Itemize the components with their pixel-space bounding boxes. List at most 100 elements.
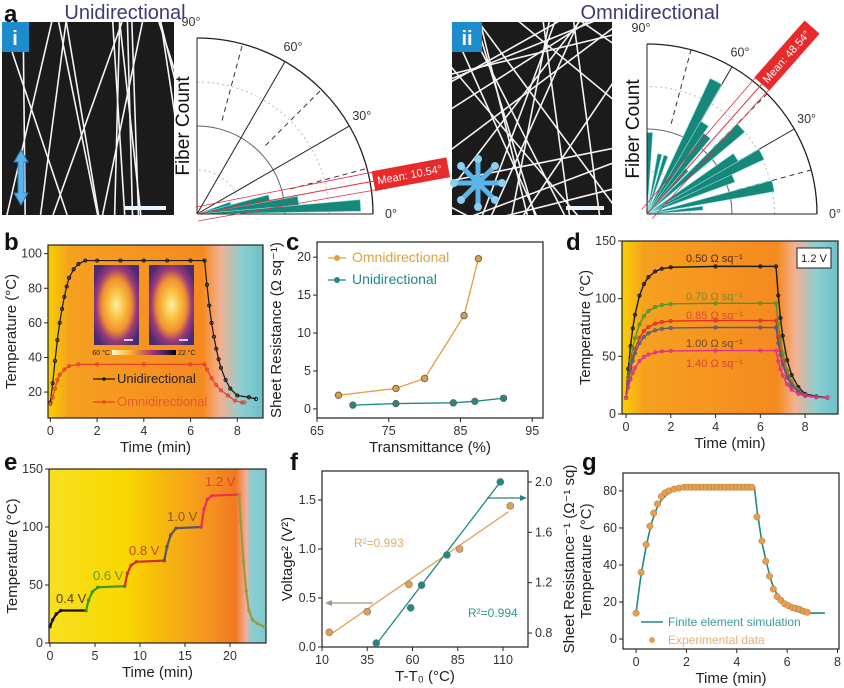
fiber [158, 22, 174, 71]
fiber [452, 22, 595, 80]
y-tick-label: 100 [21, 247, 42, 261]
data-point [653, 350, 658, 355]
data-point [204, 282, 210, 287]
y-tick-label: 10 [297, 326, 311, 340]
data-point [214, 346, 219, 351]
title-omnidirectional: Omnidirectional [581, 2, 720, 24]
data-point [134, 560, 139, 564]
fiber [57, 22, 99, 215]
x-tick-label: 35 [360, 653, 374, 667]
x-tick-label: 2 [667, 420, 674, 434]
chart-panel-e: 0 5 10 15 20 0 50 100 150 Time (min) Temperature (… [4, 462, 267, 681]
legend-marker [334, 277, 340, 283]
data-point [780, 333, 785, 338]
colorbar-max-label: 60 °C [92, 349, 110, 357]
data-point [202, 362, 207, 367]
data-point [653, 321, 658, 326]
fiber [542, 22, 571, 215]
y-tick-label: 0.0 [299, 640, 316, 654]
y-right-tick-label: 0.8 [535, 626, 552, 640]
series-line [123, 559, 165, 587]
x-tick-label: 6 [187, 424, 194, 438]
fiber [101, 22, 144, 215]
panel-label: e [4, 449, 17, 476]
x-tick-label: 10 [315, 653, 329, 667]
data-point [417, 581, 426, 589]
y-tick-label: 40 [28, 350, 42, 364]
fiber [159, 22, 174, 115]
series-line [84, 585, 125, 611]
data-point [471, 397, 479, 406]
data-point [659, 326, 664, 331]
data-point [334, 391, 343, 399]
voltage-step-label: 0.4 V [56, 591, 87, 606]
fiber [452, 66, 579, 215]
fiber [113, 22, 121, 215]
data-point [188, 258, 193, 263]
y-tick-label: 100 [595, 292, 616, 306]
data-point [76, 362, 81, 367]
y-tick-label: 15 [297, 288, 311, 302]
plot-frame [47, 244, 264, 419]
y-tick-label: 50 [602, 349, 616, 363]
fiber [2, 22, 68, 215]
panel-label: a [4, 1, 18, 28]
legend-marker [334, 255, 340, 261]
histogram-bar [646, 148, 765, 215]
y-tick-label: 20 [28, 385, 42, 399]
data-point [242, 400, 247, 405]
y-tick-label: 0 [304, 402, 311, 416]
y-axis-label: Voltage² (V²) [279, 517, 296, 601]
data-point [814, 395, 819, 400]
data-point [785, 358, 790, 363]
data-point [66, 275, 72, 280]
data-point [632, 351, 638, 356]
data-point [773, 318, 779, 323]
data-point [776, 358, 781, 364]
colorbar-min-label: 22 °C [178, 349, 196, 357]
data-point [214, 383, 219, 388]
data-point [325, 628, 334, 637]
fibers [2, 22, 174, 215]
y-tick-label: 20 [297, 250, 311, 264]
legend-label: Unidirectional [352, 271, 437, 287]
data-point [76, 261, 81, 267]
data-point [168, 533, 173, 537]
data-point [57, 372, 62, 377]
experimental-data-point [748, 483, 756, 491]
data-point [209, 320, 214, 325]
x-tick-label: 85 [451, 653, 465, 667]
x-tick-label: 85 [454, 424, 468, 438]
angle-tick-label: 90° [632, 21, 651, 35]
data-point [141, 362, 146, 367]
x-tick-label: 0 [633, 655, 640, 669]
data-point [237, 492, 241, 497]
data-point [449, 399, 458, 407]
data-point [209, 376, 214, 381]
mean-label: Mean: 48.54° [761, 29, 813, 86]
x-tick-label: 110 [493, 653, 513, 667]
data-point [174, 526, 178, 530]
y-right-tick-label: 1.6 [535, 525, 552, 539]
fiber [52, 22, 123, 215]
plot-background [49, 469, 266, 643]
data-point [780, 373, 785, 378]
outer-arc [196, 37, 374, 215]
grid-radial [196, 125, 350, 215]
voltage-step-label: 0.8 V [129, 543, 160, 558]
data-point [455, 545, 464, 553]
y-tick-label: 50 [29, 578, 43, 592]
experimental-data-point [650, 509, 658, 517]
data-point [789, 383, 794, 388]
data-point [372, 639, 381, 647]
data-point [776, 340, 781, 346]
data-point [392, 384, 400, 393]
voltage-step-label: 1.2 V [205, 474, 236, 489]
data-point [802, 393, 808, 399]
data-point [207, 303, 212, 308]
data-point [623, 395, 629, 400]
data-point [118, 258, 123, 263]
y-tick-label: 60 [28, 316, 42, 330]
data-point [64, 284, 69, 289]
voltage-step-label: 1.0 V [167, 509, 198, 524]
